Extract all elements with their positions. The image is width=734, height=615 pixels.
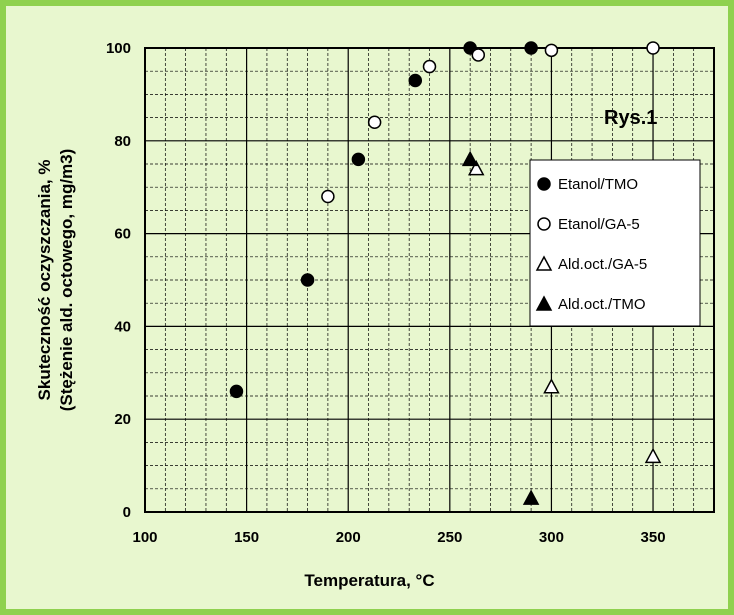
legend-label-1: Etanol/TMO — [558, 176, 638, 193]
point-series-2 — [544, 43, 559, 58]
point-series-2 — [471, 48, 486, 62]
x-tick-label: 150 — [234, 529, 259, 546]
x-tick-label: 350 — [641, 529, 666, 546]
x-tick-labels: 100 150 200 250 300 350 — [132, 529, 665, 546]
point-series-2 — [367, 115, 382, 129]
x-tick-label: 300 — [539, 529, 564, 546]
y-tick-label: 0 — [123, 504, 131, 521]
point-series-1 — [351, 152, 366, 167]
legend: Etanol/TMO Etanol/GA-5 Ald.oct./GA-5 Ald.oc… — [535, 176, 647, 313]
data-marks — [229, 41, 662, 505]
point-series-2 — [422, 59, 437, 74]
legend-box — [529, 159, 701, 327]
point-series-2 — [646, 41, 660, 55]
point-series-1 — [229, 384, 244, 399]
y-axis-title-line1: Skuteczność oczyszczania, % — [35, 160, 54, 401]
point-series-3 — [644, 447, 662, 464]
x-axis-title: Temperatura, °C — [304, 571, 434, 590]
point-series-3 — [543, 378, 560, 394]
x-tick-label: 250 — [437, 529, 462, 546]
point-series-3 — [467, 160, 485, 176]
plot-area — [144, 47, 715, 513]
legend-marker-4 — [535, 295, 553, 311]
x-tick-label: 200 — [336, 529, 361, 546]
legend-marker-1 — [537, 177, 551, 191]
y-tick-label: 100 — [106, 40, 131, 57]
legend-marker-2 — [537, 217, 551, 231]
y-tick-label: 80 — [114, 133, 131, 150]
y-axis-title-line2: (Stężenie ald. octowego, mg/m3) — [57, 149, 76, 412]
x-tick-label: 100 — [132, 529, 157, 546]
y-tick-label: 40 — [114, 318, 131, 335]
point-series-1 — [300, 273, 315, 287]
legend-marker-3 — [535, 255, 553, 271]
y-tick-label: 20 — [114, 411, 131, 428]
legend-label-3: Ald.oct./GA-5 — [558, 256, 647, 273]
legend-label-4: Ald.oct./TMO — [558, 296, 646, 313]
y-tick-label: 60 — [114, 226, 131, 243]
point-series-4 — [461, 150, 479, 167]
point-series-1 — [408, 73, 423, 88]
point-series-1 — [524, 41, 538, 55]
figure-label: Rys.1 — [604, 107, 657, 129]
point-series-4 — [522, 489, 540, 505]
legend-label-2: Etanol/GA-5 — [558, 216, 640, 233]
point-series-2 — [321, 189, 335, 204]
y-tick-labels: 0 20 40 60 80 100 — [106, 40, 131, 521]
